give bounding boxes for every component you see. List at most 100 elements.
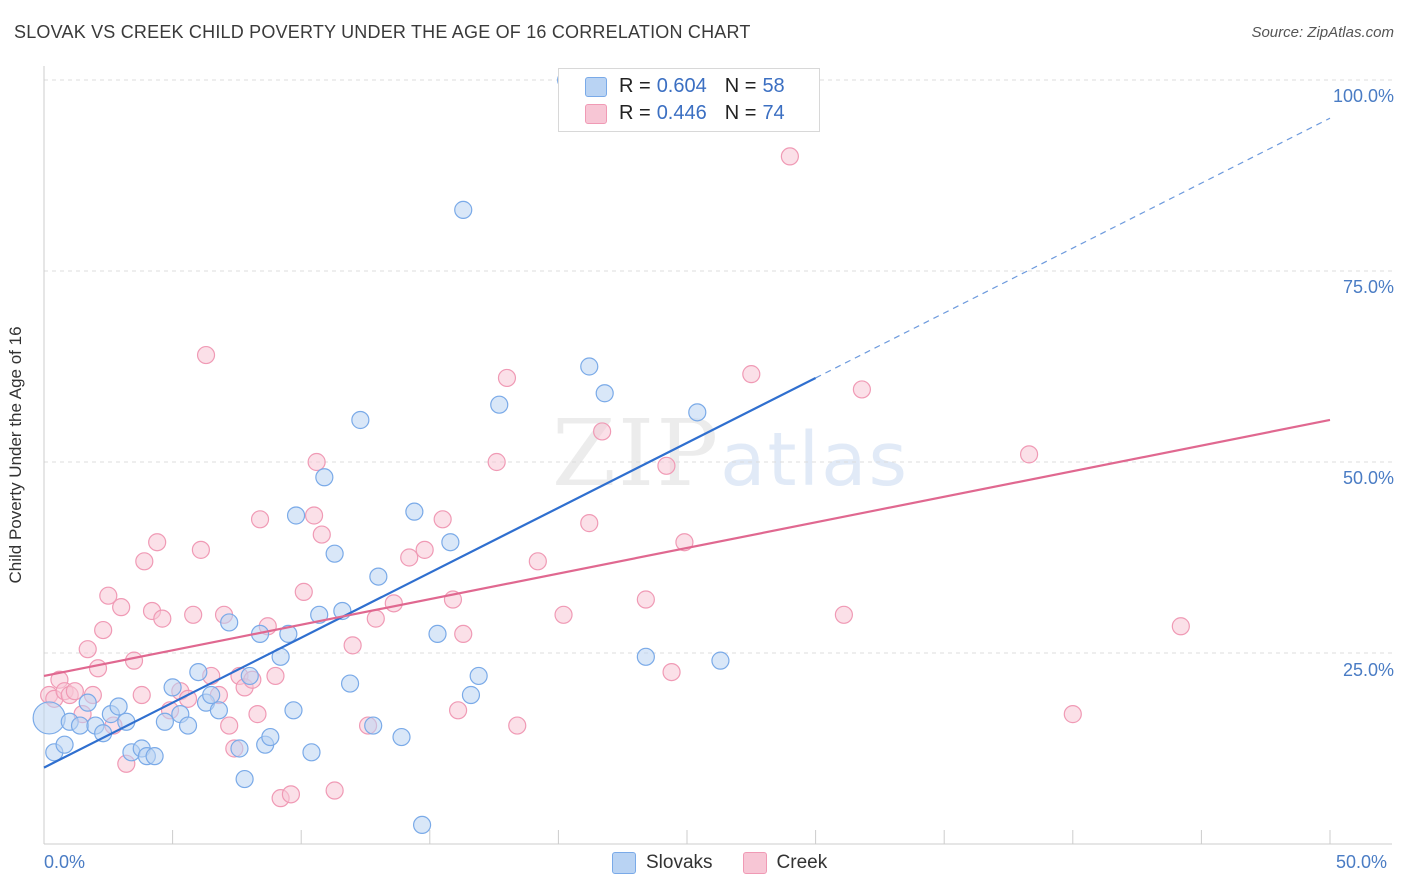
axes xyxy=(43,66,1392,845)
slovaks-point xyxy=(286,506,306,525)
creek-point xyxy=(834,605,853,624)
creek-point xyxy=(343,636,362,655)
creek-point xyxy=(400,548,419,567)
slovaks-point xyxy=(364,716,383,735)
slovaks-point xyxy=(636,647,655,666)
creek-point xyxy=(415,540,434,559)
slovaks-point xyxy=(189,662,208,682)
trend-lines xyxy=(43,117,1331,769)
slovaks-point xyxy=(279,624,298,644)
slovaks-point xyxy=(392,727,411,747)
creek-point xyxy=(281,785,301,804)
creek-point xyxy=(132,685,151,705)
creek-point xyxy=(657,456,676,475)
slovaks-point xyxy=(461,685,481,705)
slovaks-point xyxy=(310,605,329,624)
creek-trend-line xyxy=(43,418,1331,677)
slovaks-point xyxy=(351,410,370,430)
creek-point xyxy=(304,506,324,525)
creek-point xyxy=(487,452,506,472)
creek-point xyxy=(250,510,270,529)
slovaks-point xyxy=(155,712,174,731)
slovaks-point xyxy=(580,357,599,376)
chart-title: SLOVAK VS CREEK CHILD POVERTY UNDER THE … xyxy=(14,22,751,42)
creek-point xyxy=(554,605,573,624)
creek-point xyxy=(593,422,612,441)
series-legend: Slovaks Creek xyxy=(612,852,857,874)
legend-label-creek: Creek xyxy=(776,852,828,873)
legend-swatch-creek xyxy=(585,103,607,124)
creek-point xyxy=(497,368,517,388)
slovaks-point xyxy=(163,678,182,697)
legend-n-label: N = xyxy=(724,102,757,124)
creek-point xyxy=(184,605,203,624)
legend-swatch-slovaks xyxy=(612,852,636,874)
slovaks-point xyxy=(145,747,164,766)
creek-point xyxy=(124,651,144,670)
creek-point xyxy=(1063,705,1082,724)
creek-point xyxy=(135,552,154,571)
creek-point xyxy=(580,514,599,533)
slovaks-point xyxy=(469,666,488,686)
slovaks-point xyxy=(405,502,424,521)
slovaks-point xyxy=(94,724,113,743)
creek-point xyxy=(1019,445,1039,464)
creek-point xyxy=(196,345,216,365)
legend-label-slovaks: Slovaks xyxy=(646,852,713,873)
slovaks-point xyxy=(209,701,228,720)
slovaks-point xyxy=(688,403,707,422)
y-tick-100: 100.0% xyxy=(1332,86,1394,106)
gridlines xyxy=(44,79,1392,654)
creek-point xyxy=(780,147,799,166)
legend-n-value: 74 xyxy=(762,102,785,124)
creek-point xyxy=(294,582,313,601)
creek-point xyxy=(266,666,285,686)
creek-point xyxy=(508,716,527,735)
creek-point xyxy=(662,662,681,682)
creek-point xyxy=(220,716,239,735)
creek-point xyxy=(65,682,84,701)
creek-point xyxy=(636,590,655,609)
legend-r-value: 0.604 xyxy=(656,75,707,97)
creek-point xyxy=(675,533,694,552)
creek-point xyxy=(307,452,326,472)
creek-point xyxy=(384,594,403,613)
creek-point xyxy=(153,609,172,628)
y-tick-50: 50.0% xyxy=(1342,468,1394,488)
creek-point xyxy=(454,624,473,644)
y-axis-label: Child Poverty Under the Age of 16 xyxy=(6,326,25,584)
source-label: Source: ZipAtlas.com xyxy=(1251,24,1394,41)
slovaks-point xyxy=(412,815,432,835)
creek-point xyxy=(312,525,331,544)
slovaks-point xyxy=(284,701,303,720)
creek-point xyxy=(191,540,210,559)
creek-point xyxy=(366,609,385,628)
creek-point xyxy=(1171,617,1190,636)
creek-point xyxy=(88,659,108,678)
creek-point xyxy=(112,598,131,617)
creek-point xyxy=(448,701,468,720)
slovaks-point xyxy=(428,624,447,644)
slovaks-point xyxy=(178,716,198,735)
slovaks-point xyxy=(55,735,74,754)
creek-point xyxy=(528,552,547,571)
slovaks-point xyxy=(202,685,221,705)
creek-point xyxy=(742,365,761,384)
legend-r-value: 0.446 xyxy=(656,102,707,124)
creek-point xyxy=(325,781,344,800)
slovaks-points xyxy=(32,70,730,835)
slovaks-point xyxy=(595,384,614,403)
slovaks-point xyxy=(711,651,730,670)
slovaks-point xyxy=(220,613,239,632)
legend-item-slovaks[interactable]: Slovaks xyxy=(612,852,713,874)
x-tick-0: 0.0% xyxy=(44,852,86,872)
legend-swatch-creek xyxy=(742,852,767,874)
slovaks-point xyxy=(230,739,249,758)
y-tick-25: 25.0% xyxy=(1342,660,1394,680)
y-tick-75: 75.0% xyxy=(1342,277,1394,297)
legend-row-creek: R = 0.446 N = 74 xyxy=(585,102,785,125)
slovaks-point xyxy=(78,693,97,712)
legend-n-value: 58 xyxy=(762,75,785,97)
legend-item-creek[interactable]: Creek xyxy=(742,852,828,874)
